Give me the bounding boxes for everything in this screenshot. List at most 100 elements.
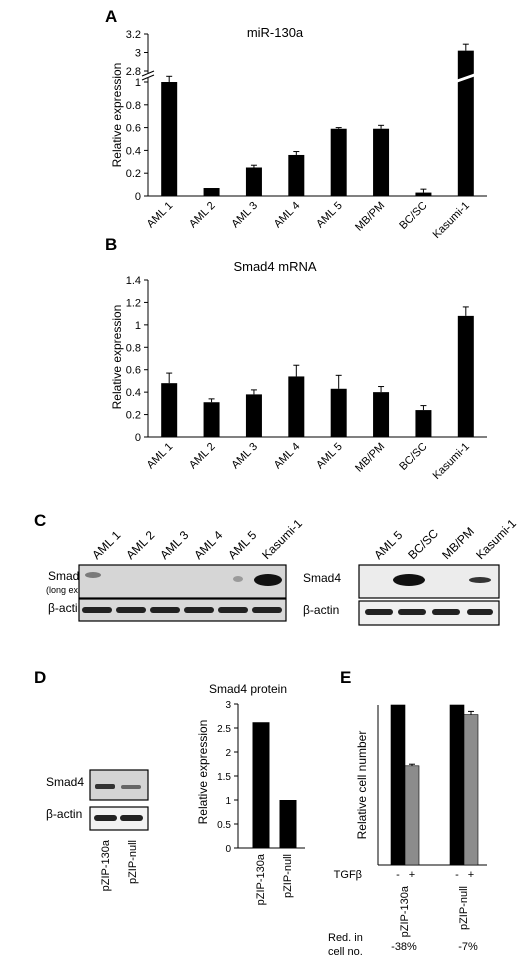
chart-b-ytick-label-5: 1 [135,320,141,332]
chart-b-ytick-label-6: 1.2 [126,297,141,309]
blot-c-left-actin-band-1 [82,607,112,613]
blot-c-left-smad4-band-aml1 [85,572,101,578]
panel-letter-d: D [34,668,46,687]
blot-c-left-actin-band-6 [252,607,282,613]
chart-a-axis-break-mark-2 [141,74,155,81]
blot-c-right-lane-label-0: AML 5 [371,528,405,562]
blot-c-right-actin-band-3 [432,609,460,615]
blot-c-left-smad4-membrane [78,564,287,599]
chart-b-xtick-label-0: AML 1 [145,441,176,472]
chart-e-group-label-1: pZIP-null [458,886,470,930]
chart-d-bar-1 [279,800,297,848]
chart-b-bar-3 [288,376,305,437]
blot-c-left-row1-label: Smad4 [48,569,86,583]
chart-e-reduction-label-1: Red. in [328,932,363,944]
chart-a-ytick-label-upper-0: 2.8 [126,66,141,78]
blot-d-actin-band-1 [94,815,117,821]
blot-d-smad4-band-2 [121,785,141,789]
chart-a-bar-3 [288,154,305,196]
chart-e-bar-1-0 [449,704,465,866]
chart-d-ytick-label-3: 1.5 [217,772,231,783]
chart-a-bar-0 [161,82,178,196]
chart-a-bar-6 [415,192,432,196]
chart-b-bar-7 [457,315,474,437]
blot-c-left-lane-label-1: AML 2 [123,528,157,562]
chart-b-xtick-label-3: AML 4 [272,441,303,472]
chart-e-reduction-2: -7% [458,941,478,953]
chart-b-bar-1 [203,402,220,437]
chart-e-bar-1-1 [463,714,479,866]
blot-d-row2-label: β-actin [46,807,82,821]
chart-a-ytick-label-lower-5: 1 [135,77,141,89]
chart-a-ytick-label-lower-2: 0.4 [126,145,141,157]
panel-letter-e: E [340,668,351,687]
chart-a-xtick-label-6: BC/SC [397,200,429,232]
chart-a-xtick-label-0: AML 1 [145,200,176,231]
blot-d [89,769,149,831]
blot-c-left-row2-label: β-actin [48,601,84,615]
chart-b-ytick-label-7: 1.4 [126,275,141,287]
chart-a-ytick-label-upper-1: 3 [135,48,141,60]
chart-a-bar-1 [203,188,220,196]
chart-b-ylabel: Relative expression [110,305,124,410]
chart-a-ytick-label-lower-1: 0.2 [126,168,141,180]
chart-a-title: miR-130a [247,25,304,40]
chart-a-xtick-label-2: AML 3 [229,200,260,231]
chart-a-xtick-label-7: Kasumi-1 [431,200,472,241]
chart-b-bar-5 [373,392,390,437]
chart-e-tgf-sign-3: + [468,869,474,881]
chart-a-xtick-label-1: AML 2 [187,200,218,231]
blot-c-left-lane-label-0: AML 1 [89,528,123,562]
blot-c-right-row2-label: β-actin [303,603,339,617]
chart-a-ytick-label-lower-3: 0.6 [126,123,141,135]
chart-e-reduction-label-2: cell no. [328,946,363,958]
chart-b-bar-0 [161,383,178,437]
chart-a-bar-break-7 [455,73,476,83]
chart-d-xtick-label-0: pZIP-130a [255,853,267,905]
chart-b-bar-6 [415,410,432,437]
blot-c-left-actin-bands [82,607,282,613]
chart-e-tgf-sign-1: + [409,869,415,881]
chart-e-tgf-label: TGFβ [334,869,362,881]
blot-c-right-actin-bands [365,609,493,615]
chart-d-ytick-label-0: 0 [225,844,231,855]
blot-d-smad4-band-1 [95,784,115,789]
chart-b-ytick-label-2: 0.4 [126,387,141,399]
chart-b-xtick-label-4: AML 5 [314,441,345,472]
chart-e-tgf-sign-2: - [455,869,459,881]
chart-d-bar-0 [252,722,270,848]
blot-c-left-lane-label-3: AML 4 [191,528,225,562]
blot-c-right-row1-label: Smad4 [303,571,341,585]
chart-b-ytick-label-4: 0.8 [126,342,141,354]
chart-b-xtick-label-1: AML 2 [187,441,218,472]
chart-b-xtick-label-2: AML 3 [229,441,260,472]
blot-c-left-row1-sublabel: (long exposure) [46,585,109,595]
chart-a-xtick-label-3: AML 4 [272,200,303,231]
blot-c-right-actin-band-4 [467,609,493,615]
chart-d-xtick-label-1: pZIP-null [282,854,294,898]
blot-c-left-actin-band-3 [150,607,180,613]
blot-d-row1-label: Smad4 [46,775,84,789]
blot-c-left-actin-band-4 [184,607,214,613]
chart-a-ylabel: Relative expression [110,63,124,168]
chart-d-title: Smad4 protein [209,682,287,696]
blot-c-left-actin-membrane [78,598,287,622]
blot-c-left [78,564,287,622]
panel-letter-a: A [105,7,117,26]
blot-c-left-lane-label-4: AML 5 [225,528,259,562]
chart-a-axis-break-gap [141,73,155,78]
chart-b-bar-4 [330,388,347,437]
blot-c-right-smad4-band-kasumi [469,577,491,583]
blot-c-left-smad4-band-kasumi [254,574,282,586]
chart-a-xtick-label-5: MB/PM [353,200,387,234]
chart-e-tgf-sign-0: - [396,869,400,881]
chart-e-bar-0-1 [404,765,420,866]
chart-d-ytick-label-4: 2 [225,748,231,759]
chart-b-xtick-label-5: MB/PM [353,441,387,475]
blot-c-right-lane-label-3: Kasumi-1 [473,516,519,562]
panel-letter-c: C [34,511,46,530]
chart-d-ytick-label-2: 1 [225,796,231,807]
chart-a-ytick-label-upper-2: 3.2 [126,29,141,41]
chart-a-axis-break-mark-1 [141,70,155,77]
